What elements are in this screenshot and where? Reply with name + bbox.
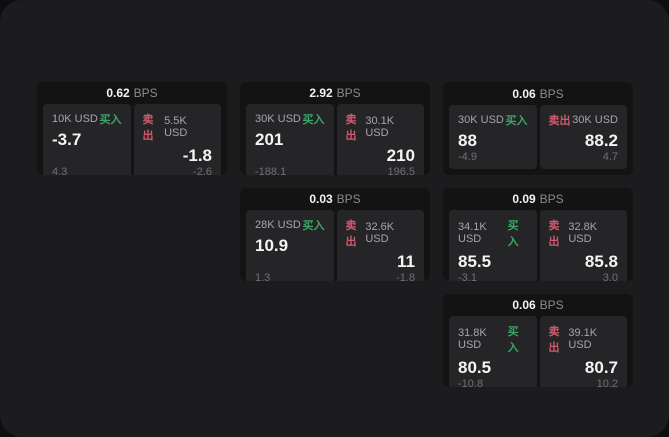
- bps-unit: BPS: [539, 192, 564, 206]
- buy-amount: 31.8K USD: [458, 327, 487, 351]
- buy-panel[interactable]: 34.1K USD 买入 85.5 -3.1: [449, 210, 537, 281]
- sell-price: -1.8: [182, 146, 212, 165]
- sell-change: 10.2: [596, 377, 618, 387]
- bps-value: 0.62: [106, 86, 130, 100]
- bps-value: 2.92: [309, 86, 333, 100]
- card-header: 2.92 BPS: [240, 82, 430, 100]
- sell-amount: 5.5K USD: [164, 115, 188, 139]
- buy-amount: 30K USD: [255, 113, 301, 125]
- panels: 30K USD 买入 201 -188.1 卖出 30.1K USD 210 1…: [240, 100, 430, 175]
- buy-amount: 28K USD: [255, 219, 301, 231]
- sell-price: 210: [386, 146, 415, 165]
- buy-price: 88: [458, 131, 477, 151]
- sell-panel[interactable]: 卖出 39.1K USD 80.7 10.2: [539, 316, 627, 387]
- card-header: 0.03 BPS: [240, 188, 430, 206]
- buy-amount: 30K USD: [458, 114, 504, 127]
- quote-card-5: 0.09 BPS 34.1K USD 买入 85.5 -3.1 卖出 32.8K…: [443, 188, 633, 281]
- sell-label: 卖出: [548, 220, 560, 248]
- sell-amount: 30K USD: [572, 114, 618, 127]
- sell-panel[interactable]: 卖出 30K USD 88.2 4.7: [539, 105, 627, 169]
- bps-value: 0.06: [512, 86, 536, 101]
- quote-card-1: 0.62 BPS 10K USD 买入 -3.7 4.3 卖出 5.5K USD: [37, 82, 227, 175]
- bps-unit: BPS: [539, 298, 564, 312]
- sell-amount: 32.8K USD: [568, 221, 598, 245]
- card-header: 0.09 BPS: [443, 188, 633, 206]
- bps-unit: BPS: [336, 86, 361, 100]
- buy-panel[interactable]: 10K USD 买入 -3.7 4.3: [43, 104, 131, 175]
- buy-price: 201: [255, 130, 284, 149]
- sell-change: -1.8: [396, 271, 415, 281]
- buy-amount: 34.1K USD: [458, 221, 487, 245]
- sell-amount: 32.6K USD: [365, 221, 395, 245]
- panels: 31.8K USD 买入 80.5 -10.8 卖出 39.1K USD 80.…: [443, 312, 633, 387]
- bps-value: 0.06: [512, 298, 536, 312]
- buy-label: 买入: [507, 326, 519, 354]
- buy-label: 买入: [507, 220, 519, 248]
- sell-label: 卖出: [548, 115, 571, 128]
- quote-card-2: 2.92 BPS 30K USD 买入 201 -188.1 卖出 30.1K …: [240, 82, 430, 175]
- bps-value: 0.03: [309, 192, 333, 206]
- sell-price: 88.2: [584, 131, 618, 151]
- buy-change: -3.1: [458, 271, 477, 281]
- card-header: 0.06 BPS: [443, 82, 633, 101]
- quote-card-6: 0.06 BPS 31.8K USD 买入 80.5 -10.8 卖出 39.1…: [443, 294, 633, 387]
- sell-change: -2.6: [193, 165, 212, 175]
- buy-change: -188.1: [255, 165, 287, 175]
- sell-label: 卖出: [345, 114, 357, 142]
- sell-change: 4.7: [602, 151, 618, 163]
- sell-label: 卖出: [345, 220, 357, 248]
- quote-cards-grid: 0.62 BPS 10K USD 买入 -3.7 4.3 卖出 5.5K USD: [37, 82, 633, 387]
- buy-amount: 10K USD: [52, 113, 98, 125]
- buy-price: 80.5: [458, 358, 492, 377]
- buy-change: -10.8: [458, 377, 484, 387]
- bps-unit: BPS: [133, 86, 158, 100]
- sell-price: 11: [397, 252, 415, 271]
- buy-panel[interactable]: 30K USD 买入 201 -188.1: [246, 104, 334, 175]
- panels: 10K USD 买入 -3.7 4.3 卖出 5.5K USD -1.8 -2.…: [37, 100, 227, 175]
- sell-panel[interactable]: 卖出 30.1K USD 210 196.5: [336, 104, 424, 175]
- buy-panel[interactable]: 31.8K USD 买入 80.5 -10.8: [449, 316, 537, 387]
- panels: 28K USD 买入 10.9 1.3 卖出 32.6K USD 11 -1.8: [240, 206, 430, 281]
- buy-label: 买入: [302, 114, 325, 126]
- sell-panel[interactable]: 卖出 5.5K USD -1.8 -2.6: [133, 104, 221, 175]
- sell-panel[interactable]: 卖出 32.6K USD 11 -1.8: [336, 210, 424, 281]
- panels: 30K USD 买入 88 -4.9 卖出 30K USD 88.2 4.7: [443, 101, 633, 175]
- sell-label: 卖出: [548, 326, 560, 354]
- sell-panel[interactable]: 卖出 32.8K USD 85.8 3.0: [539, 210, 627, 281]
- buy-price: 10.9: [255, 236, 289, 255]
- sell-amount: 30.1K USD: [365, 115, 395, 139]
- bps-value: 0.09: [512, 192, 536, 206]
- quote-card-4: 0.03 BPS 28K USD 买入 10.9 1.3 卖出 32.6K US…: [240, 188, 430, 281]
- card-header: 0.06 BPS: [443, 294, 633, 312]
- bps-unit: BPS: [336, 192, 361, 206]
- buy-change: -4.9: [458, 151, 477, 163]
- sell-price: 85.8: [584, 252, 618, 271]
- bps-unit: BPS: [539, 86, 564, 101]
- sell-change: 3.0: [602, 271, 618, 281]
- quote-card-3: 0.06 BPS 30K USD 买入 88 -4.9 卖出 30K USD: [443, 82, 633, 175]
- buy-price: 85.5: [458, 252, 492, 271]
- buy-label: 买入: [99, 114, 122, 126]
- buy-change: 1.3: [255, 271, 271, 281]
- panels: 34.1K USD 买入 85.5 -3.1 卖出 32.8K USD 85.8…: [443, 206, 633, 281]
- buy-label: 买入: [302, 220, 325, 232]
- sell-amount: 39.1K USD: [568, 327, 598, 351]
- buy-panel[interactable]: 28K USD 买入 10.9 1.3: [246, 210, 334, 281]
- sell-change: 196.5: [387, 165, 415, 175]
- buy-price: -3.7: [52, 130, 82, 149]
- buy-panel[interactable]: 30K USD 买入 88 -4.9: [449, 105, 537, 169]
- card-header: 0.62 BPS: [37, 82, 227, 100]
- sell-price: 80.7: [584, 358, 618, 377]
- buy-label: 买入: [505, 115, 528, 128]
- sell-label: 卖出: [142, 114, 154, 142]
- buy-change: 4.3: [52, 165, 68, 175]
